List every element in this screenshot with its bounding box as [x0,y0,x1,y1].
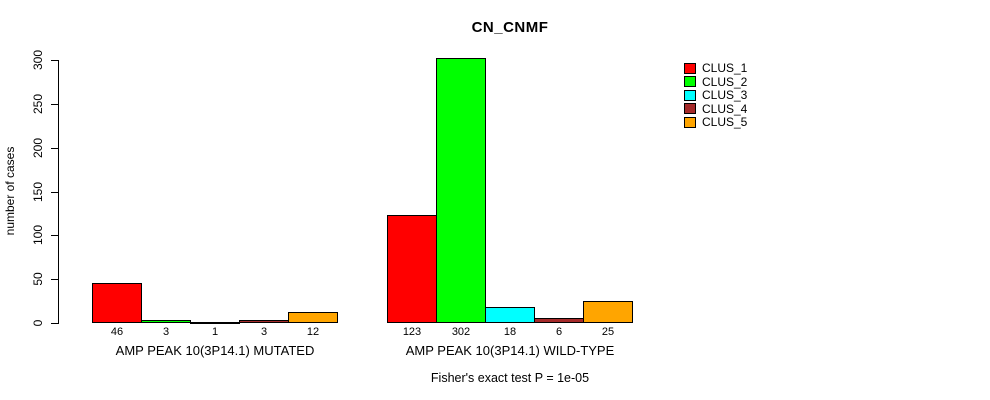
bar-CLUS_2-group1 [141,320,191,323]
bar-value-label: 3 [260,326,268,338]
legend-item-CLUS_2: CLUS_2 [684,76,747,89]
bar-CLUS_4-group1 [239,320,289,323]
y-tick-mark [51,148,58,149]
legend-label: CLUS_1 [702,61,748,76]
legend-swatch-CLUS_1 [684,62,696,74]
chart-title: CN_CNMF [471,19,549,36]
legend-label: CLUS_5 [702,115,748,130]
bar-value-label: 46 [110,326,124,338]
bar-CLUS_2-group2 [436,58,486,323]
legend-swatch-CLUS_2 [684,76,696,88]
x-category-label-wild-type: AMP PEAK 10(3P14.1) WILD-TYPE [405,343,615,358]
bar-value-label: 1 [211,326,219,338]
bar-CLUS_5-group1 [288,312,338,323]
bar-CLUS_1-group1 [92,283,142,323]
x-category-label-mutated: AMP PEAK 10(3P14.1) MUTATED [115,343,315,358]
y-tick-label: 300 [31,49,45,71]
legend-item-CLUS_1: CLUS_1 [684,62,747,75]
legend: CLUS_1 CLUS_2 CLUS_3 CLUS_4 CLUS_5 [684,62,747,129]
y-tick-label: 150 [31,181,45,203]
bar-CLUS_1-group2 [387,215,437,323]
legend-label: CLUS_2 [702,74,748,89]
bar-value-label: 6 [555,326,563,338]
bar-CLUS_5-group2 [583,301,633,323]
bar-value-label: 123 [402,326,422,338]
y-tick-mark [51,60,58,61]
y-axis-line [58,60,59,324]
y-tick-mark [51,279,58,280]
y-tick-label: 200 [31,137,45,159]
legend-swatch-CLUS_5 [684,116,696,128]
y-tick-label: 0 [31,319,45,327]
legend-item-CLUS_4: CLUS_4 [684,103,747,116]
bar-value-label: 302 [451,326,471,338]
fisher-test-annotation: Fisher's exact test P = 1e-05 [430,371,590,385]
legend-swatch-CLUS_4 [684,103,696,115]
legend-item-CLUS_5: CLUS_5 [684,116,747,129]
legend-item-CLUS_3: CLUS_3 [684,89,747,102]
bar-value-label: 12 [306,326,320,338]
bar-CLUS_3-group1 [190,322,240,324]
y-tick-label: 100 [31,224,45,246]
legend-label: CLUS_3 [702,88,748,103]
y-tick-label: 250 [31,93,45,115]
bar-CLUS_4-group2 [534,318,584,323]
y-tick-mark [51,192,58,193]
legend-label: CLUS_4 [702,101,748,116]
y-tick-mark [51,104,58,105]
y-tick-mark [51,235,58,236]
bar-value-label: 18 [503,326,517,338]
bar-value-label: 3 [162,326,170,338]
bar-value-label: 25 [601,326,615,338]
y-tick-label: 50 [31,272,45,286]
y-tick-mark [51,323,58,324]
legend-swatch-CLUS_3 [684,89,696,101]
y-axis-title-text: number of cases [3,146,17,236]
bar-CLUS_3-group2 [485,307,535,323]
